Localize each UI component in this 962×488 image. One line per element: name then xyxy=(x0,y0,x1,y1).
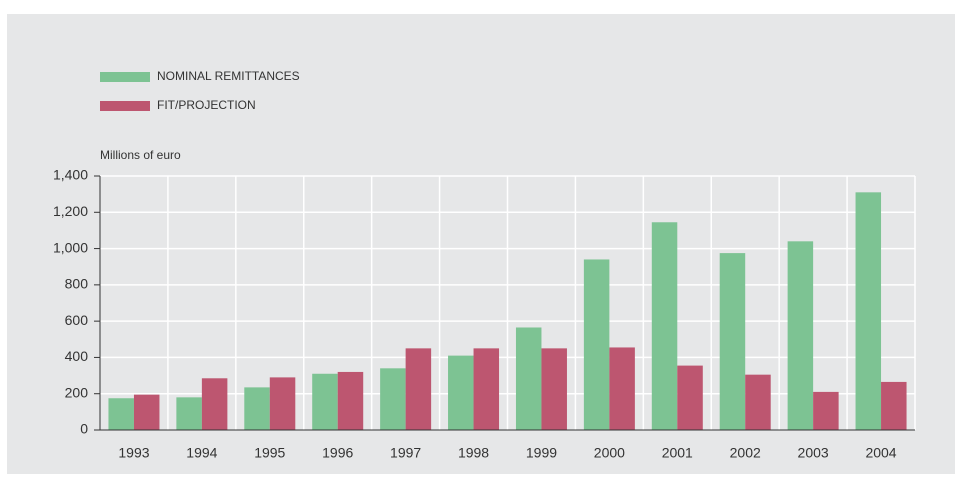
bar xyxy=(719,253,746,430)
y-tick-label: 400 xyxy=(65,348,89,364)
x-tick-label: 1998 xyxy=(458,445,489,461)
bar xyxy=(448,355,474,430)
bar xyxy=(787,241,814,430)
bar xyxy=(881,381,907,430)
bar xyxy=(269,377,296,430)
bar xyxy=(380,368,406,430)
x-tick-label: 1993 xyxy=(118,445,149,461)
bar xyxy=(337,371,364,430)
bar xyxy=(541,348,567,430)
x-tick-label: 2004 xyxy=(865,445,896,461)
bar xyxy=(745,374,771,430)
y-tick-label: 600 xyxy=(65,312,89,328)
x-tick-label: 2003 xyxy=(798,445,829,461)
bar xyxy=(176,397,202,430)
y-tick-label: 1,400 xyxy=(53,167,88,183)
x-tick-label: 1997 xyxy=(390,445,421,461)
bar xyxy=(405,348,432,430)
x-tick-label: 2000 xyxy=(594,445,625,461)
bar xyxy=(312,373,338,430)
x-tick-label: 1996 xyxy=(322,445,353,461)
bar xyxy=(813,391,839,430)
bar xyxy=(473,348,500,430)
bar xyxy=(677,365,703,430)
y-tick-label: 200 xyxy=(65,384,89,400)
x-tick-label: 2002 xyxy=(730,445,761,461)
y-tick-label: 800 xyxy=(65,276,89,292)
legend-label: FIT/PROJECTION xyxy=(157,98,256,112)
bar xyxy=(515,327,542,430)
x-tick-label: 1995 xyxy=(254,445,285,461)
x-tick-label: 1999 xyxy=(526,445,557,461)
legend-swatch xyxy=(100,72,150,82)
x-tick-label: 1994 xyxy=(186,445,217,461)
y-tick-label: 0 xyxy=(80,421,88,437)
bar xyxy=(108,398,134,430)
y-tick-label: 1,200 xyxy=(53,203,88,219)
legend-label: NOMINAL REMITTANCES xyxy=(157,69,300,83)
y-axis-label: Millions of euro xyxy=(100,148,181,162)
bar xyxy=(244,387,270,430)
bar xyxy=(855,192,882,430)
y-tick-label: 1,000 xyxy=(53,239,88,255)
legend-swatch xyxy=(100,101,150,111)
bar xyxy=(583,259,610,430)
bar xyxy=(133,394,160,430)
x-tick-label: 2001 xyxy=(662,445,693,461)
bar xyxy=(201,378,228,430)
bar xyxy=(651,222,678,430)
bar xyxy=(609,347,635,430)
